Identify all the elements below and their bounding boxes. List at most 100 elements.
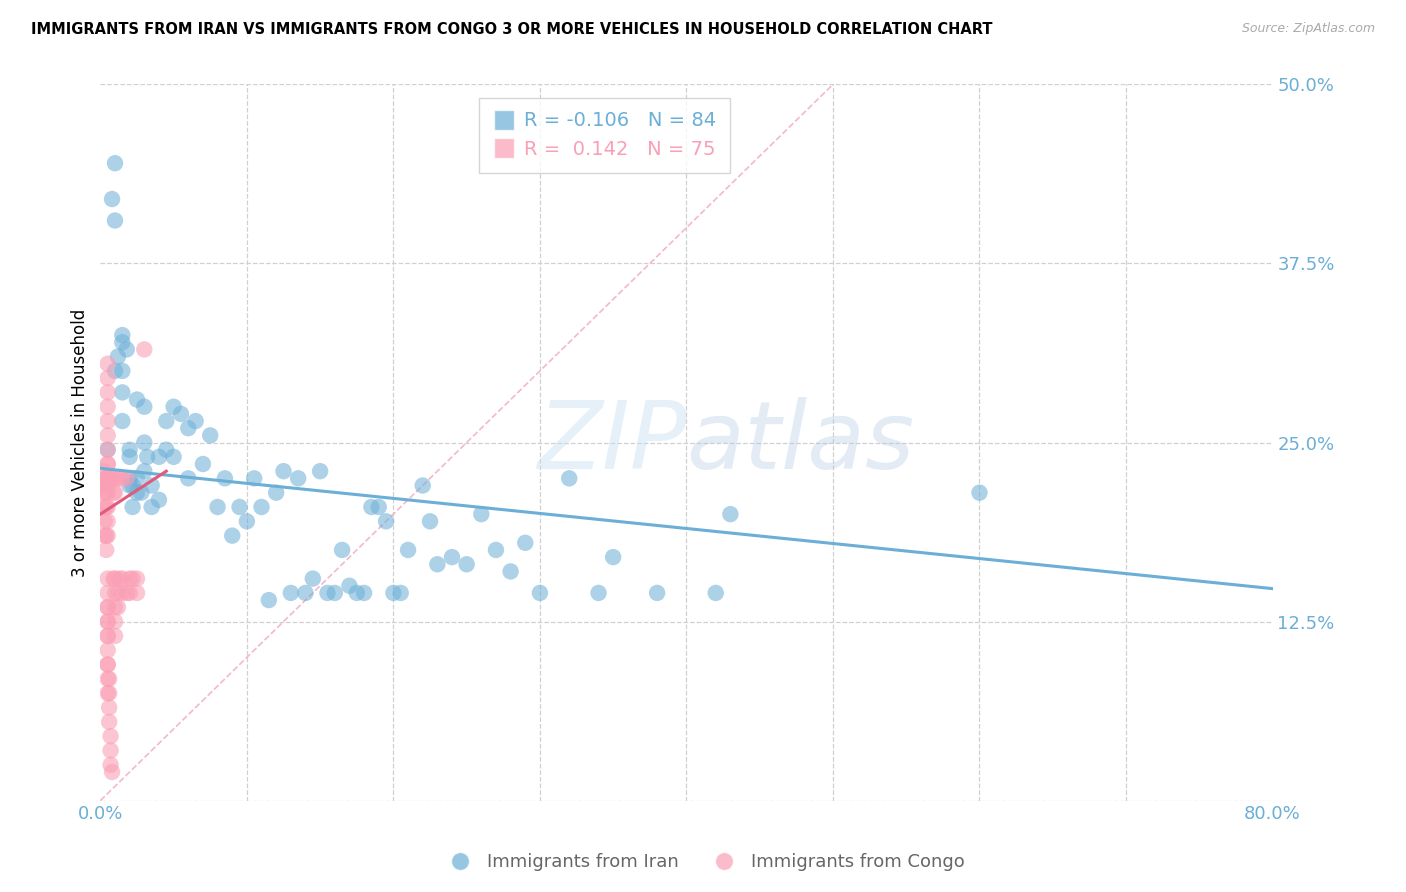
Point bbox=[97, 657, 120, 672]
Point bbox=[100, 743, 122, 757]
Point bbox=[177, 471, 200, 485]
Point bbox=[704, 586, 727, 600]
Point bbox=[97, 643, 120, 657]
Point bbox=[470, 507, 492, 521]
Point bbox=[125, 471, 148, 485]
Point bbox=[91, 471, 114, 485]
Point bbox=[155, 442, 177, 457]
Point bbox=[111, 414, 134, 428]
Point bbox=[162, 400, 184, 414]
Point bbox=[141, 478, 163, 492]
Point bbox=[191, 457, 214, 471]
Point bbox=[316, 586, 339, 600]
Text: Source: ZipAtlas.com: Source: ZipAtlas.com bbox=[1241, 22, 1375, 36]
Point bbox=[125, 572, 148, 586]
Point bbox=[104, 572, 127, 586]
Point bbox=[97, 471, 120, 485]
Point bbox=[118, 478, 141, 492]
Point bbox=[97, 629, 120, 643]
Point bbox=[104, 213, 127, 227]
Point bbox=[93, 514, 115, 528]
Point bbox=[118, 572, 141, 586]
Point bbox=[97, 442, 120, 457]
Point bbox=[118, 471, 141, 485]
Point bbox=[529, 586, 551, 600]
Point bbox=[257, 593, 280, 607]
Point bbox=[111, 385, 134, 400]
Point bbox=[148, 450, 170, 464]
Point bbox=[93, 500, 115, 514]
Point bbox=[718, 507, 741, 521]
Point bbox=[97, 485, 120, 500]
Point bbox=[104, 156, 127, 170]
Point bbox=[111, 471, 134, 485]
Point bbox=[456, 558, 478, 572]
Point bbox=[104, 485, 127, 500]
Point bbox=[97, 471, 120, 485]
Point bbox=[148, 492, 170, 507]
Point bbox=[250, 500, 273, 514]
Point bbox=[294, 586, 316, 600]
Point bbox=[111, 586, 134, 600]
Point bbox=[309, 464, 332, 478]
Point bbox=[382, 586, 405, 600]
Point bbox=[104, 364, 127, 378]
Point bbox=[134, 464, 156, 478]
Point bbox=[96, 528, 118, 542]
Point bbox=[118, 442, 141, 457]
Point bbox=[367, 500, 389, 514]
Point bbox=[97, 528, 120, 542]
Point bbox=[97, 371, 120, 385]
Point bbox=[97, 471, 120, 485]
Point bbox=[97, 686, 120, 700]
Point bbox=[360, 500, 382, 514]
Point bbox=[141, 500, 163, 514]
Point bbox=[440, 550, 463, 565]
Point bbox=[107, 471, 129, 485]
Point bbox=[155, 414, 177, 428]
Point bbox=[485, 543, 508, 558]
Point bbox=[375, 514, 398, 528]
Point bbox=[97, 500, 120, 514]
Point bbox=[121, 500, 143, 514]
Point bbox=[273, 464, 295, 478]
Point bbox=[125, 392, 148, 407]
Point bbox=[101, 764, 124, 779]
Point bbox=[107, 350, 129, 364]
Point bbox=[111, 572, 134, 586]
Point bbox=[98, 700, 121, 714]
Point bbox=[104, 629, 127, 643]
Point bbox=[419, 514, 441, 528]
Point bbox=[121, 478, 143, 492]
Point bbox=[236, 514, 259, 528]
Point bbox=[969, 485, 991, 500]
Point bbox=[170, 407, 193, 421]
Point bbox=[97, 572, 120, 586]
Point bbox=[96, 500, 118, 514]
Point bbox=[353, 586, 375, 600]
Point bbox=[323, 586, 346, 600]
Point bbox=[389, 586, 412, 600]
Point bbox=[103, 485, 125, 500]
Point bbox=[131, 485, 153, 500]
Point bbox=[101, 192, 124, 206]
Point bbox=[97, 414, 120, 428]
Point bbox=[396, 543, 419, 558]
Point bbox=[111, 364, 134, 378]
Point bbox=[115, 471, 138, 485]
Point bbox=[346, 586, 368, 600]
Point bbox=[515, 536, 537, 550]
Point bbox=[91, 485, 114, 500]
Y-axis label: 3 or more Vehicles in Household: 3 or more Vehicles in Household bbox=[72, 309, 89, 576]
Point bbox=[97, 600, 120, 615]
Point bbox=[184, 414, 207, 428]
Point bbox=[97, 428, 120, 442]
Text: IMMIGRANTS FROM IRAN VS IMMIGRANTS FROM CONGO 3 OR MORE VEHICLES IN HOUSEHOLD CO: IMMIGRANTS FROM IRAN VS IMMIGRANTS FROM … bbox=[31, 22, 993, 37]
Point bbox=[104, 615, 127, 629]
Point bbox=[97, 357, 120, 371]
Point bbox=[97, 615, 120, 629]
Point bbox=[97, 586, 120, 600]
Legend: R = -0.106   N = 84, R =  0.142   N = 75: R = -0.106 N = 84, R = 0.142 N = 75 bbox=[479, 98, 730, 173]
Point bbox=[134, 400, 156, 414]
Point bbox=[111, 335, 134, 350]
